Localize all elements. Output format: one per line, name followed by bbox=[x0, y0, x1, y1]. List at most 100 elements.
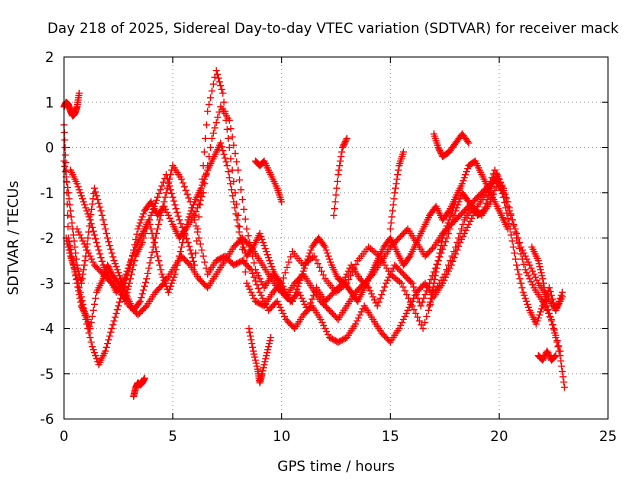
data-point-marker bbox=[501, 193, 509, 201]
data-point-marker bbox=[252, 359, 260, 367]
data-point-marker bbox=[260, 297, 268, 305]
data-point-marker bbox=[560, 378, 568, 386]
data-point-marker bbox=[65, 195, 73, 203]
data-point-marker bbox=[512, 255, 520, 263]
data-point-marker bbox=[168, 279, 176, 287]
data-point-marker bbox=[87, 318, 95, 326]
data-point-marker bbox=[342, 136, 350, 144]
data-point-marker bbox=[462, 226, 470, 234]
data-point-marker bbox=[137, 294, 145, 302]
data-point-marker bbox=[350, 264, 358, 272]
data-point-marker bbox=[332, 191, 340, 199]
data-point-marker bbox=[558, 293, 566, 301]
data-point-marker bbox=[241, 268, 249, 276]
data-point-marker bbox=[98, 211, 106, 219]
data-point-marker bbox=[344, 267, 352, 275]
data-point-marker bbox=[405, 254, 413, 262]
data-point-marker bbox=[155, 220, 163, 228]
data-point-marker bbox=[533, 276, 541, 284]
data-point-marker bbox=[354, 314, 362, 322]
data-point-marker bbox=[500, 189, 508, 197]
data-point-marker bbox=[334, 171, 342, 179]
data-point-marker bbox=[448, 207, 456, 215]
data-point-marker bbox=[195, 200, 203, 208]
data-point-marker bbox=[432, 268, 440, 276]
data-point-marker bbox=[527, 264, 535, 272]
data-point-marker bbox=[123, 267, 131, 275]
data-point-marker bbox=[107, 328, 115, 336]
data-point-marker bbox=[90, 184, 98, 192]
data-point-marker bbox=[546, 313, 554, 321]
data-point-marker bbox=[316, 263, 324, 271]
data-point-marker bbox=[156, 216, 164, 224]
data-point-marker bbox=[124, 264, 132, 272]
data-point-marker bbox=[110, 317, 118, 325]
data-point-marker bbox=[145, 264, 153, 272]
data-point-marker bbox=[82, 243, 90, 251]
data-point-marker bbox=[100, 220, 108, 228]
data-point-marker bbox=[137, 216, 145, 224]
data-point-marker bbox=[250, 259, 258, 267]
data-point-marker bbox=[228, 133, 236, 141]
data-point-marker bbox=[188, 204, 196, 212]
data-point-marker bbox=[426, 298, 434, 306]
data-point-marker bbox=[63, 237, 71, 245]
series-track-b bbox=[62, 103, 564, 369]
data-point-marker bbox=[402, 309, 410, 317]
data-point-marker bbox=[78, 195, 86, 203]
data-point-marker bbox=[431, 272, 439, 280]
data-point-marker bbox=[87, 338, 95, 346]
data-point-marker bbox=[64, 211, 72, 219]
data-point-marker bbox=[389, 201, 397, 209]
y-tick-label: 0 bbox=[45, 141, 54, 157]
data-point-marker bbox=[417, 321, 425, 329]
data-point-marker bbox=[73, 180, 81, 188]
data-point-marker bbox=[424, 306, 432, 314]
data-point-marker bbox=[104, 340, 112, 348]
data-point-marker bbox=[436, 245, 444, 253]
data-point-marker bbox=[443, 270, 451, 278]
data-point-marker bbox=[307, 246, 315, 254]
data-point-marker bbox=[90, 349, 98, 357]
data-point-marker bbox=[85, 213, 93, 221]
data-point-marker bbox=[193, 228, 201, 236]
data-point-marker bbox=[453, 246, 461, 254]
data-point-marker bbox=[147, 254, 155, 262]
data-point-marker bbox=[234, 166, 242, 174]
data-point-marker bbox=[533, 317, 541, 325]
data-point-marker bbox=[554, 343, 562, 351]
data-point-marker bbox=[75, 267, 83, 275]
y-tick-label: -1 bbox=[40, 186, 54, 202]
data-point-marker bbox=[238, 196, 246, 204]
data-point-marker bbox=[154, 193, 162, 201]
series-segment-3 bbox=[245, 325, 275, 387]
data-point-marker bbox=[514, 266, 522, 274]
data-point-marker bbox=[324, 252, 332, 260]
data-point-marker bbox=[268, 263, 276, 271]
data-point-marker bbox=[551, 329, 559, 337]
data-point-marker bbox=[379, 287, 387, 295]
data-point-marker bbox=[226, 180, 234, 188]
data-point-marker bbox=[139, 286, 147, 294]
plot-frame bbox=[63, 56, 609, 420]
data-point-marker bbox=[517, 243, 525, 251]
data-point-marker bbox=[219, 147, 227, 155]
data-point-marker bbox=[199, 178, 207, 186]
data-point-marker bbox=[61, 136, 69, 144]
data-point-marker bbox=[211, 124, 219, 132]
data-point-marker bbox=[265, 254, 273, 262]
data-point-marker bbox=[265, 340, 273, 348]
data-point-marker bbox=[89, 227, 97, 235]
data-point-marker bbox=[471, 208, 479, 216]
data-point-marker bbox=[333, 177, 341, 185]
x-tick-label: 5 bbox=[168, 429, 177, 445]
data-point-marker bbox=[249, 269, 257, 277]
data-point-marker bbox=[246, 264, 254, 272]
data-point-marker bbox=[434, 257, 442, 265]
data-point-marker bbox=[199, 252, 207, 260]
data-point-marker bbox=[250, 273, 258, 281]
data-point-marker bbox=[527, 278, 535, 286]
data-point-marker bbox=[163, 208, 171, 216]
data-point-marker bbox=[68, 219, 76, 227]
data-point-marker bbox=[522, 297, 530, 305]
